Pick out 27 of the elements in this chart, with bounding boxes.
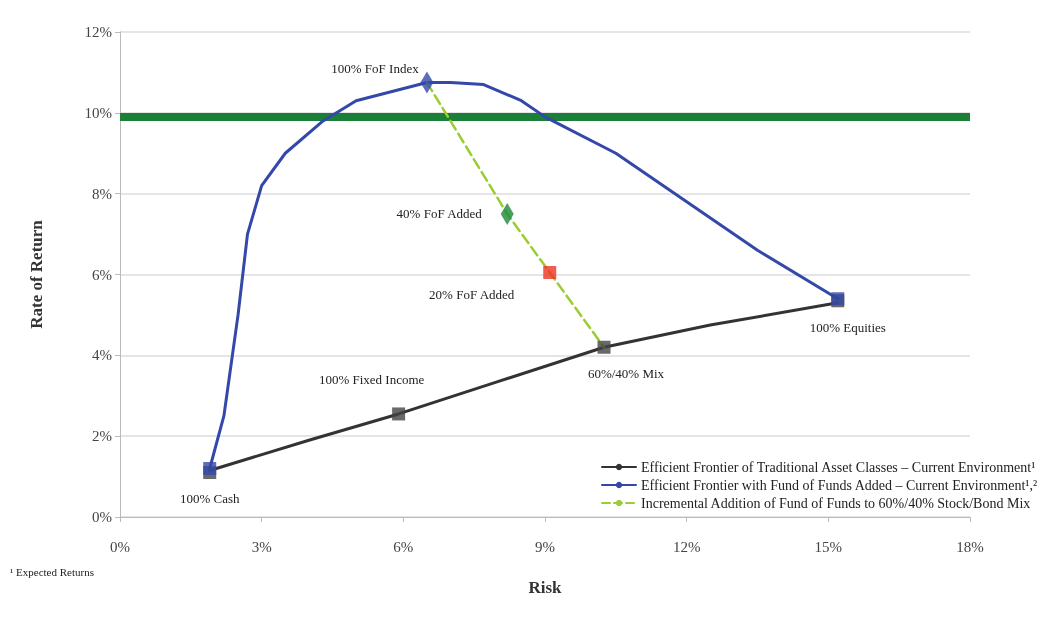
y-tick-label: 2%	[92, 428, 112, 445]
annotation: 100% FoF Index	[331, 61, 420, 77]
text: ¹ Expected Returns	[10, 565, 94, 578]
y-tick-label: 8%	[92, 185, 112, 202]
y-tick-label: 10%	[84, 104, 112, 121]
annotation: 100% Fixed Income	[318, 372, 425, 388]
x-tick-label: 6%	[393, 538, 414, 555]
x-tick-label: 9%	[535, 538, 555, 555]
x-tick-label: 15%	[814, 538, 843, 555]
y-tick-label: 6%	[92, 266, 112, 283]
annotation: 100% Equities	[809, 320, 886, 336]
x-tick-label: 3%	[251, 538, 272, 555]
y-tick-label: 4%	[92, 347, 112, 364]
y-tick-label: 0%	[92, 509, 112, 525]
x-tick-label: 0%	[110, 538, 130, 555]
annotation: 100% Cash	[179, 491, 240, 507]
y-tick-label: 12%	[84, 24, 112, 40]
legend-label: Efficient Frontier of Traditional Asset Classes – Current Environment¹	[641, 459, 1036, 475]
annotation: 40% FoF Added	[396, 206, 483, 222]
y-axis-title: Rate of Return	[27, 219, 46, 329]
x-tick-label: 18%	[956, 538, 984, 555]
legend-label: Efficient Frontier with Fund of Funds Added – Current Environment¹,²	[641, 477, 1038, 493]
x-axis-title: Risk	[528, 578, 563, 597]
x-tick-label: 12%	[672, 538, 701, 555]
annotation: 60%/40% Mix	[587, 365, 665, 381]
legend-label: Incremental Addition of Fund of Funds to 60%/40% Stock/Bond Mix	[641, 495, 1031, 511]
annotation: 20% FoF Added	[429, 286, 515, 302]
